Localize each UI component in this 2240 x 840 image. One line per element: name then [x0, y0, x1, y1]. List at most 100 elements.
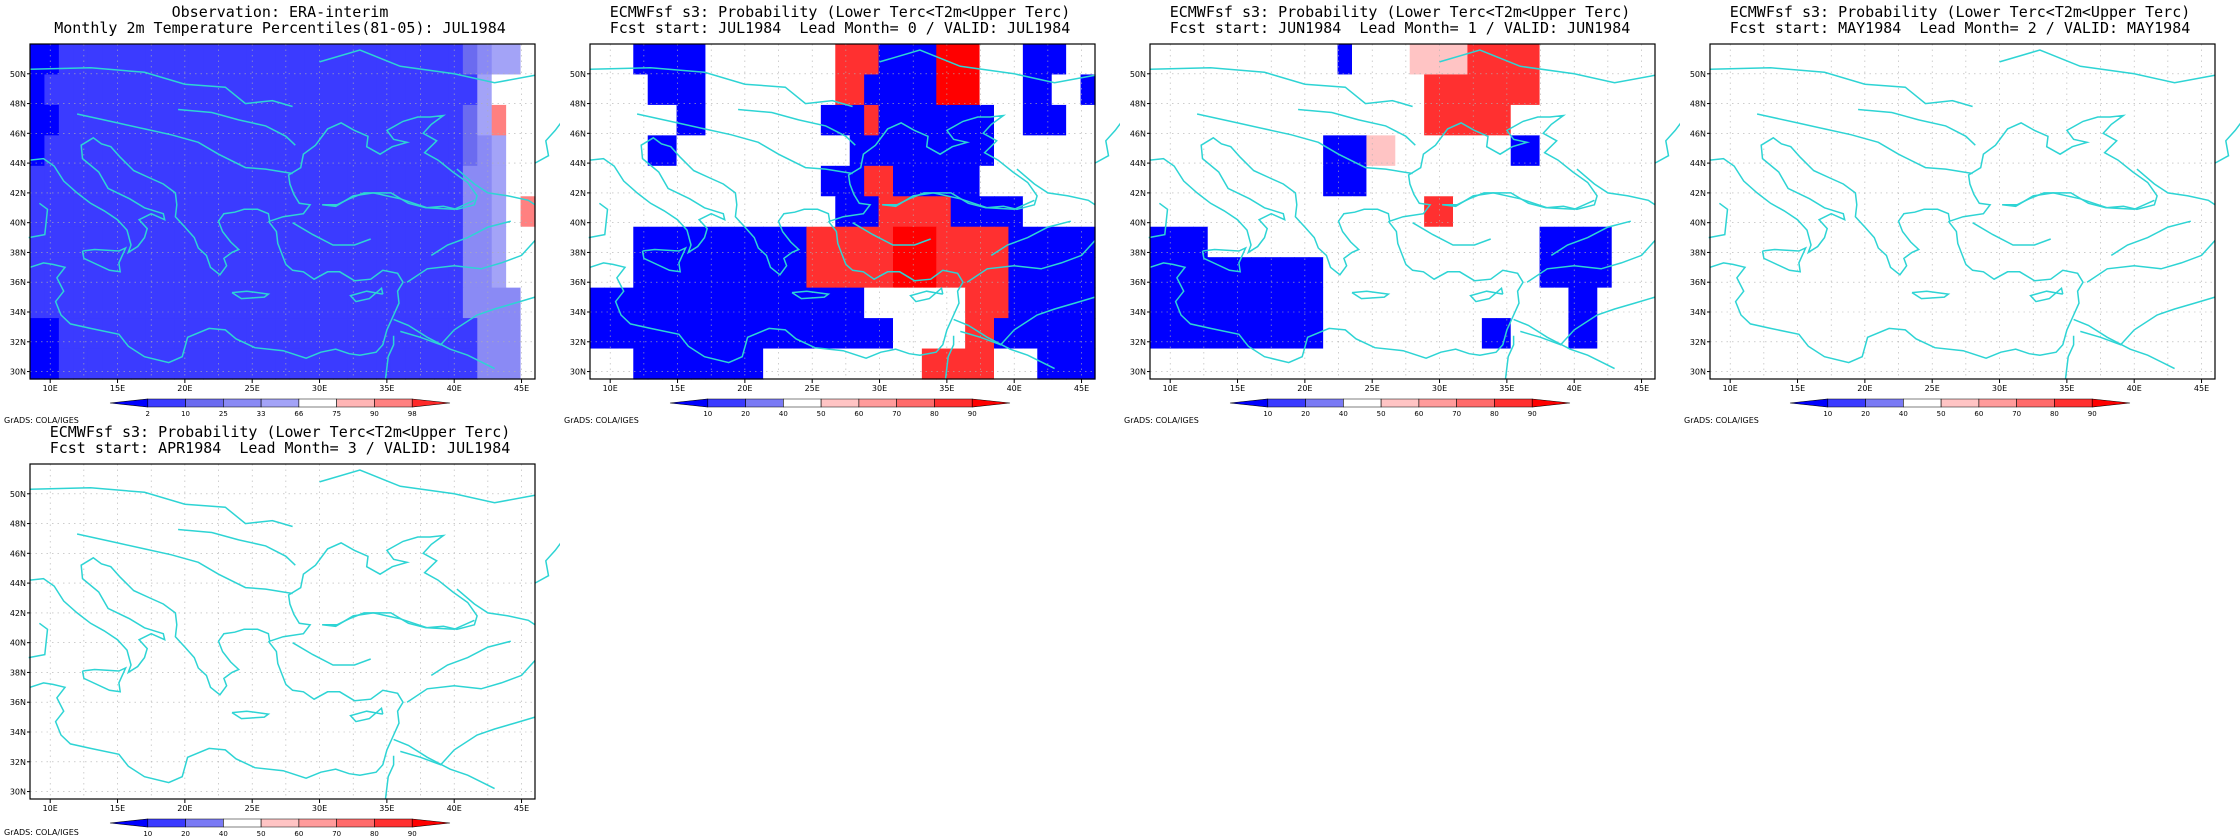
grid-cell — [246, 555, 262, 587]
grid-cell — [304, 464, 320, 496]
grid-cell — [1710, 196, 1726, 228]
grid-cell — [864, 135, 880, 167]
legend-label: 90 — [1528, 410, 1537, 418]
grid-cell — [30, 585, 46, 617]
grid-cell — [1611, 104, 1627, 136]
grid-cell — [491, 646, 507, 678]
grid-cell — [145, 494, 161, 526]
grid-cell — [734, 226, 750, 258]
grid-cell — [691, 257, 707, 289]
grid-cell — [1366, 74, 1382, 106]
grid-cell — [87, 135, 103, 167]
grid-cell — [87, 74, 103, 106]
grid-cell — [1640, 165, 1656, 197]
grid-cell — [1912, 135, 1928, 167]
coastline-path — [76, 533, 293, 595]
grid-cell — [1897, 165, 1913, 197]
grid-cell — [159, 44, 175, 76]
grid-cell — [116, 555, 132, 587]
grid-cell — [849, 226, 865, 258]
grid-cell — [1897, 196, 1913, 228]
legend-label: 40 — [779, 410, 788, 418]
grid-cell — [1424, 135, 1440, 167]
grid-cell — [246, 226, 262, 258]
color-legend: 2 10 25 33 66 75 90 98 — [109, 398, 451, 418]
grid-cell — [820, 135, 836, 167]
grid-cell — [58, 585, 74, 617]
grid-cell — [44, 348, 60, 380]
grid-cell — [792, 318, 808, 350]
coastline — [588, 49, 1120, 380]
grid-cell — [1236, 165, 1252, 197]
grid-cell — [491, 287, 507, 319]
grid-cell — [58, 135, 74, 167]
grid-cell — [1582, 348, 1598, 380]
grid-cell — [763, 287, 779, 319]
grid-cell — [217, 585, 233, 617]
grid-cell — [1724, 318, 1740, 350]
grid-cell — [1080, 165, 1096, 197]
grid-cell — [1308, 165, 1324, 197]
grid-cell — [102, 738, 118, 770]
grid-cell — [1969, 74, 1985, 106]
grid-cell — [87, 616, 103, 648]
grid-cell — [506, 768, 522, 800]
grid-cell — [87, 464, 103, 496]
grid-cell — [979, 287, 995, 319]
legend-swatch — [2054, 398, 2093, 408]
grid-cell — [1395, 196, 1411, 228]
grid-cell — [419, 196, 435, 228]
grid-cell — [777, 257, 793, 289]
grid-cell — [1150, 318, 1166, 350]
grid-cell — [1251, 44, 1267, 76]
grid-cell — [232, 74, 248, 106]
grid-cell — [1366, 44, 1382, 76]
grid-cell — [232, 646, 248, 678]
grid-cell — [1854, 74, 1870, 106]
grid-cell — [979, 226, 995, 258]
grid-cell — [1323, 165, 1339, 197]
grid-cell — [434, 257, 450, 289]
grid-cell — [590, 257, 606, 289]
legend-label: 10 — [181, 410, 190, 418]
grid-cell — [907, 318, 923, 350]
legend-swatch — [1940, 398, 1980, 408]
grid-cell — [73, 646, 89, 678]
grid-cell — [434, 226, 450, 258]
grid-cell — [1640, 135, 1656, 167]
grid-cell — [965, 165, 981, 197]
grid-cell — [232, 555, 248, 587]
grid-cell — [246, 768, 262, 800]
grid-cell — [705, 257, 721, 289]
lon-tick-label: 40E — [2127, 384, 2142, 393]
grid-cell — [1883, 287, 1899, 319]
grid-cell — [275, 318, 291, 350]
grid-cell — [1337, 257, 1353, 289]
grid-cell — [1626, 104, 1642, 136]
grid-cell — [590, 348, 606, 380]
grid-cell — [275, 738, 291, 770]
grid-cell — [893, 165, 909, 197]
grid-cell — [405, 287, 421, 319]
grid-cell — [1251, 104, 1267, 136]
grid-cell — [1222, 318, 1238, 350]
grid-cell — [361, 616, 377, 648]
grid-cell — [1525, 165, 1541, 197]
grid-cell — [878, 348, 894, 380]
grid-cell — [434, 348, 450, 380]
coastline — [28, 49, 560, 380]
grid-cell — [1323, 44, 1339, 76]
grid-cell — [405, 348, 421, 380]
grid-cell — [1868, 74, 1884, 106]
grid-cell — [1022, 257, 1038, 289]
grid-cell — [1825, 165, 1841, 197]
lon-tick-label: 10E — [1163, 384, 1178, 393]
grid-cell — [116, 165, 132, 197]
grid-cell — [275, 677, 291, 709]
grid-cell — [662, 226, 678, 258]
coastline-path — [641, 246, 688, 273]
grid-cell — [604, 348, 620, 380]
grid-cell — [1710, 135, 1726, 167]
grid-cell — [1839, 348, 1855, 380]
grid-cell — [1554, 318, 1570, 350]
